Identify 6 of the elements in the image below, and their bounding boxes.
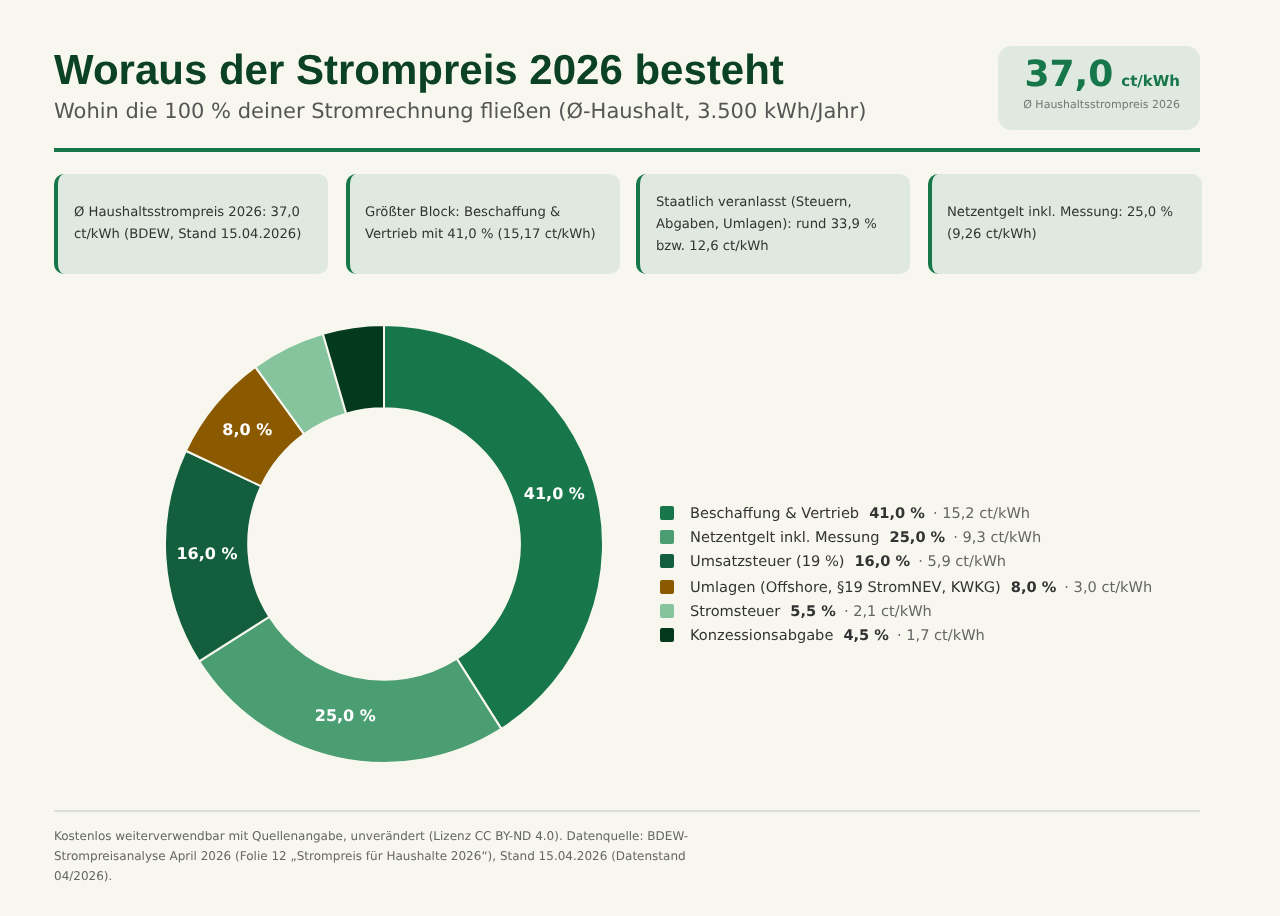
data-label: 25,0 % xyxy=(314,707,376,726)
chart-title: Woraus der Strompreis 2026 besteht xyxy=(54,48,784,96)
data-label: 8,0 % xyxy=(222,421,273,440)
data-label: 41,0 % xyxy=(523,484,585,503)
data-label: 16,0 % xyxy=(176,545,238,564)
chart-subtitle: Wohin die 100 % deiner Stromrechnung fließen (Ø-Haushalt, 3.500 kWh/Jahr) xyxy=(54,100,867,124)
